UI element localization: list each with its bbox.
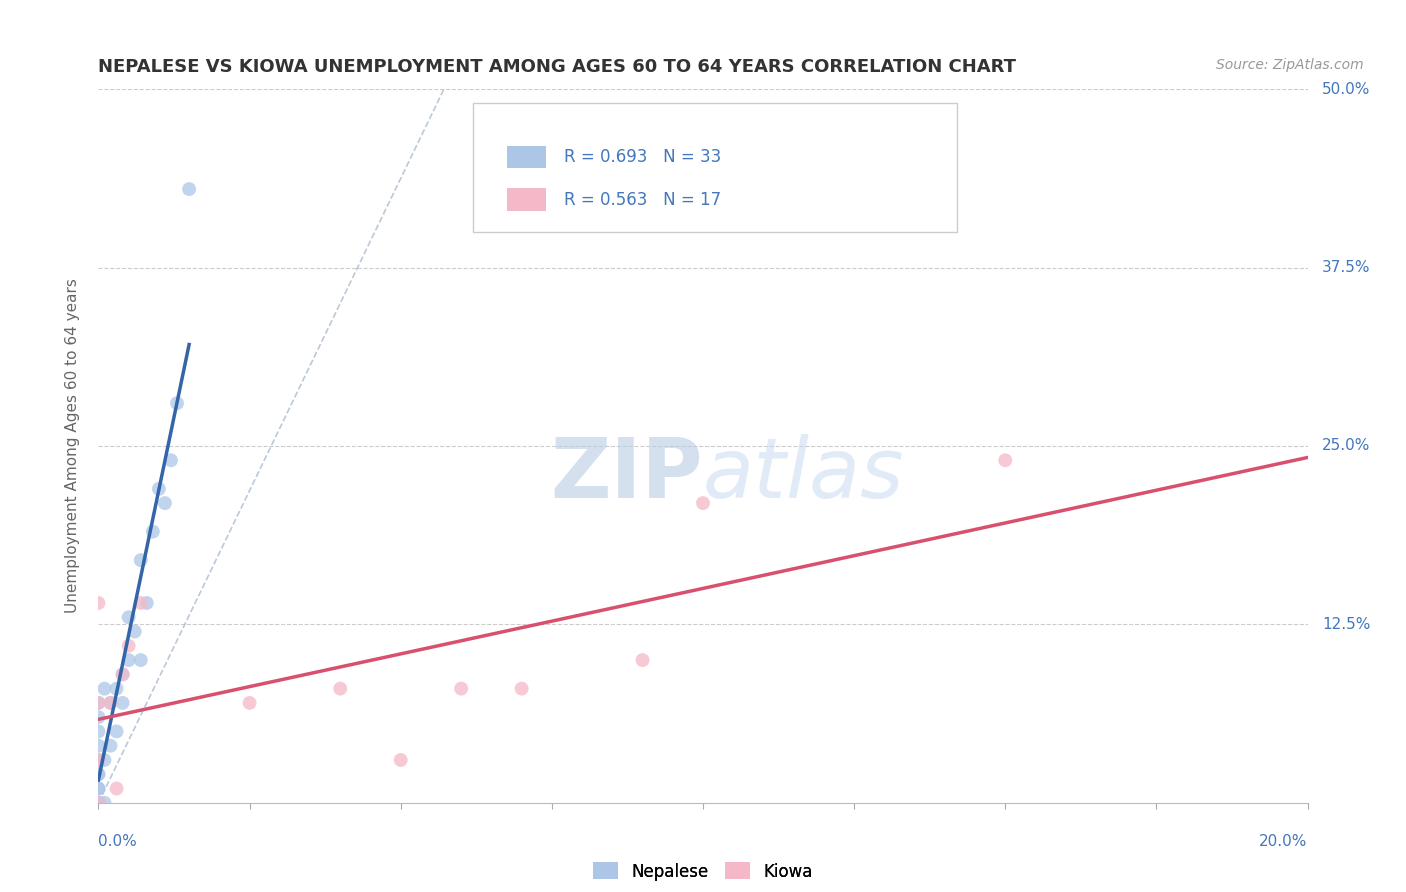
- Point: [87, 781, 110, 796]
- Point: [87, 696, 110, 710]
- Point: [510, 681, 533, 696]
- Text: R = 0.693   N = 33: R = 0.693 N = 33: [564, 148, 721, 166]
- Point: [87, 724, 110, 739]
- Point: [450, 681, 472, 696]
- Point: [994, 453, 1017, 467]
- Point: [142, 524, 165, 539]
- Point: [129, 596, 152, 610]
- Point: [87, 596, 110, 610]
- Point: [93, 753, 115, 767]
- Point: [105, 681, 128, 696]
- Point: [87, 796, 110, 810]
- Text: 12.5%: 12.5%: [1322, 617, 1371, 632]
- Point: [177, 182, 201, 196]
- Point: [692, 496, 714, 510]
- Point: [118, 653, 141, 667]
- Point: [87, 753, 110, 767]
- Point: [87, 767, 110, 781]
- Text: ZIP: ZIP: [551, 434, 703, 515]
- FancyBboxPatch shape: [508, 188, 546, 211]
- Point: [111, 667, 134, 681]
- Point: [87, 739, 110, 753]
- Text: 25.0%: 25.0%: [1322, 439, 1371, 453]
- Point: [124, 624, 146, 639]
- Point: [100, 696, 122, 710]
- Point: [129, 653, 152, 667]
- Point: [87, 710, 110, 724]
- Point: [631, 653, 654, 667]
- Point: [105, 724, 128, 739]
- Point: [87, 796, 110, 810]
- Point: [118, 610, 141, 624]
- Point: [160, 453, 183, 467]
- Point: [111, 667, 134, 681]
- Point: [111, 696, 134, 710]
- Point: [87, 696, 110, 710]
- FancyBboxPatch shape: [508, 145, 546, 169]
- Point: [100, 739, 122, 753]
- Point: [87, 796, 110, 810]
- Point: [100, 696, 122, 710]
- Point: [118, 639, 141, 653]
- Point: [166, 396, 188, 410]
- Point: [87, 767, 110, 781]
- Text: 20.0%: 20.0%: [1260, 834, 1308, 849]
- Point: [135, 596, 157, 610]
- Point: [87, 753, 110, 767]
- FancyBboxPatch shape: [474, 103, 957, 232]
- Y-axis label: Unemployment Among Ages 60 to 64 years: Unemployment Among Ages 60 to 64 years: [65, 278, 80, 614]
- Text: Source: ZipAtlas.com: Source: ZipAtlas.com: [1216, 58, 1364, 72]
- Legend: Nepalese, Kiowa: Nepalese, Kiowa: [586, 855, 820, 888]
- Point: [87, 796, 110, 810]
- Point: [153, 496, 176, 510]
- Point: [389, 753, 412, 767]
- Point: [148, 482, 170, 496]
- Text: 0.0%: 0.0%: [98, 834, 138, 849]
- Text: 50.0%: 50.0%: [1322, 82, 1371, 96]
- Text: 37.5%: 37.5%: [1322, 260, 1371, 275]
- Text: NEPALESE VS KIOWA UNEMPLOYMENT AMONG AGES 60 TO 64 YEARS CORRELATION CHART: NEPALESE VS KIOWA UNEMPLOYMENT AMONG AGE…: [98, 58, 1017, 76]
- Point: [329, 681, 352, 696]
- Point: [239, 696, 262, 710]
- Point: [93, 796, 115, 810]
- Text: atlas: atlas: [703, 434, 904, 515]
- Text: R = 0.563   N = 17: R = 0.563 N = 17: [564, 191, 721, 209]
- Point: [87, 781, 110, 796]
- Point: [93, 681, 115, 696]
- Point: [129, 553, 152, 567]
- Point: [105, 781, 128, 796]
